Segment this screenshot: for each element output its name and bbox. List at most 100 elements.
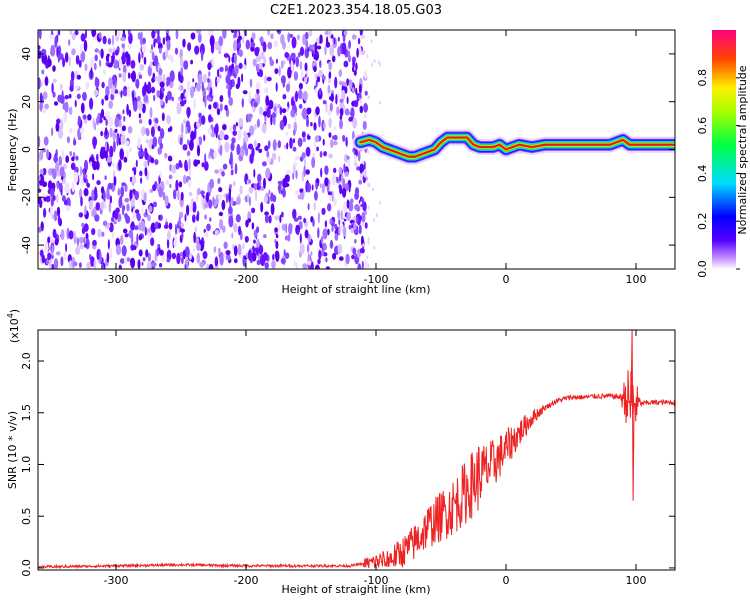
noise-blob <box>358 179 363 185</box>
noise-blob <box>334 229 338 235</box>
x-tick-label: 100 <box>626 574 647 587</box>
noise-blob <box>205 192 210 203</box>
noise-blob <box>282 94 287 100</box>
noise-blob <box>217 177 221 185</box>
noise-blob <box>344 86 348 94</box>
noise-blob <box>115 36 120 42</box>
noise-blob <box>357 150 361 162</box>
y-tick-label: -40 <box>20 236 33 254</box>
noise-blob <box>85 81 90 90</box>
noise-blob <box>165 49 169 58</box>
noise-blob <box>190 86 195 99</box>
noise-blob <box>129 189 133 202</box>
colorbar: 0.0 0.2 0.4 0.6 0.8 Normalized spectral ampl… <box>696 30 749 278</box>
noise-blob <box>318 249 322 260</box>
noise-blob <box>254 47 260 57</box>
noise-blob <box>118 58 123 70</box>
noise-blob <box>323 151 327 157</box>
noise-blob <box>146 260 152 269</box>
noise-blob <box>50 206 53 217</box>
noise-blob <box>58 155 62 167</box>
noise-blob <box>338 69 343 77</box>
noise-blob <box>108 116 114 128</box>
noise-blob <box>298 51 301 58</box>
noise-blob <box>73 171 79 184</box>
noise-blob <box>348 185 351 193</box>
noise-blob <box>122 228 128 234</box>
noise-blob <box>350 107 355 119</box>
noise-blob <box>271 152 277 161</box>
noise-blob <box>275 250 280 262</box>
noise-blob <box>373 246 376 250</box>
noise-blob <box>99 59 102 67</box>
noise-blob <box>351 87 355 93</box>
noise-blob <box>272 112 276 119</box>
noise-blob <box>196 188 201 196</box>
noise-blob <box>247 113 253 119</box>
noise-blob <box>313 122 317 131</box>
noise-blob <box>111 74 116 86</box>
noise-blob <box>315 79 318 88</box>
noise-blob <box>367 149 370 154</box>
noise-blob <box>196 122 200 129</box>
noise-blob <box>362 120 367 130</box>
noise-blob <box>275 234 279 239</box>
noise-blob <box>53 233 57 239</box>
noise-blob <box>357 263 362 269</box>
noise-blob <box>117 187 120 196</box>
noise-blob <box>361 260 364 269</box>
noise-blob <box>93 89 99 96</box>
noise-blob <box>113 140 116 153</box>
noise-blob <box>319 60 322 68</box>
noise-blob <box>299 46 305 56</box>
noise-blob <box>219 95 224 103</box>
noise-blob <box>253 139 257 148</box>
noise-blob <box>66 205 71 212</box>
noise-blob <box>287 234 291 242</box>
noise-blob <box>41 69 45 75</box>
noise-blob <box>281 223 286 231</box>
x-tick-label: 0 <box>503 574 510 587</box>
noise-blob <box>287 66 292 79</box>
noise-blob <box>79 188 83 199</box>
noise-blob <box>225 74 231 85</box>
noise-blob <box>126 103 129 116</box>
noise-blob <box>173 239 177 248</box>
noise-blob <box>364 222 368 229</box>
snr-series-line <box>38 330 675 570</box>
noise-blob <box>286 106 289 112</box>
noise-blob <box>337 209 341 220</box>
noise-blob <box>51 82 54 94</box>
noise-blob <box>323 122 326 129</box>
noise-blob <box>178 85 182 91</box>
noise-blob <box>216 68 220 78</box>
noise-blob <box>107 239 110 250</box>
noise-blob <box>126 257 131 262</box>
y-tick-label: 0 <box>20 146 33 153</box>
noise-blob <box>204 153 207 164</box>
x-tick-label: -100 <box>364 273 389 286</box>
noise-blob <box>248 90 251 102</box>
noise-blob <box>280 60 284 69</box>
y-tick-label: 20 <box>20 95 33 109</box>
noise-blob <box>327 191 333 196</box>
noise-blob <box>358 83 362 94</box>
noise-blob <box>337 91 340 99</box>
noise-blob <box>270 192 274 202</box>
noise-blob <box>137 259 141 269</box>
noise-blob <box>99 252 102 264</box>
noise-blob <box>126 54 129 66</box>
noise-blob <box>266 156 272 163</box>
noise-blob <box>359 163 365 174</box>
noise-blob <box>232 180 236 187</box>
noise-blob <box>130 60 136 69</box>
noise-blob <box>251 207 256 214</box>
noise-blob <box>57 127 63 139</box>
noise-blob <box>51 244 54 257</box>
noise-blob <box>63 251 67 261</box>
noise-blob <box>248 186 254 194</box>
noise-blob <box>342 35 346 43</box>
noise-blob <box>159 81 165 88</box>
noise-blob <box>114 49 119 56</box>
y-tick-label: 1.5 <box>20 404 33 422</box>
